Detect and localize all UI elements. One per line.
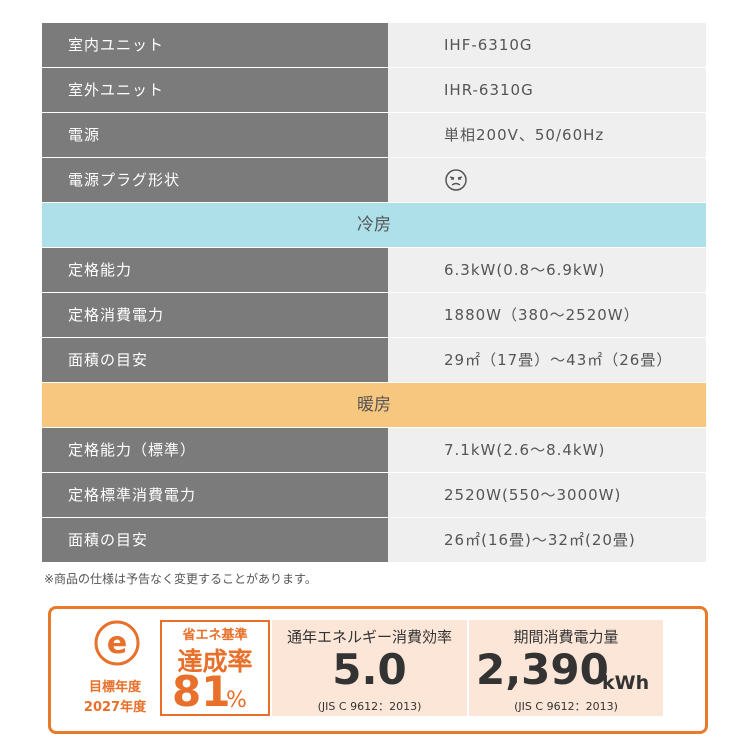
row-value: IHF-6310G <box>388 23 706 67</box>
row-value: 2520W(550～3000W) <box>388 473 706 517</box>
efficiency-note: (JIS C 9612：2013) <box>317 700 422 713</box>
efficiency: 5.0 <box>332 645 407 694</box>
consumption-title: 期間消費電力量 <box>513 628 619 646</box>
table-row: 暖房 <box>42 383 706 427</box>
table-row: 電源プラグ形状 <box>42 158 706 202</box>
row-value: 1880W（380～2520W） <box>388 293 706 337</box>
row-label: 定格消費電力 <box>42 293 388 337</box>
energy-badge <box>48 606 708 734</box>
row-value: 29㎡（17畳）～43㎡（26畳） <box>388 338 706 382</box>
row-label: 電源プラグ形状 <box>42 158 388 202</box>
table-row: 面積の目安 26㎡(16畳)～32㎡(20畳) <box>42 518 706 562</box>
row-label: 室内ユニット <box>42 23 388 67</box>
table-row: 室内ユニット IHF-6310G <box>42 23 706 67</box>
consumption-panel <box>469 620 663 716</box>
table-row: 電源 単相200V、50/60Hz <box>42 113 706 157</box>
logo-ring <box>94 620 140 666</box>
consumption-unit: kWh <box>602 672 650 694</box>
table-row: 室外ユニット IHR-6310G <box>42 68 706 112</box>
row-label: 電源 <box>42 113 388 157</box>
table-row: 定格能力 6.3kW(0.8～6.9kW) <box>42 248 706 292</box>
row-label: 面積の目安 <box>42 338 388 382</box>
row-value: IHR-6310G <box>388 68 706 112</box>
table-row: 定格標準消費電力 2520W(550～3000W) <box>42 473 706 517</box>
row-value <box>388 158 706 202</box>
table-row: 面積の目安 29㎡（17畳）～43㎡（26畳） <box>42 338 706 382</box>
logo-icon: e <box>94 620 140 666</box>
rate-label: 達成率 <box>177 647 253 676</box>
rate-unit: % <box>226 688 247 713</box>
table-row: 定格消費電力 1880W（380～2520W） <box>42 293 706 337</box>
consumption-note: (JIS C 9612：2013) <box>514 700 618 713</box>
note: ※商品の仕様は予告なく変更することがあります。 <box>44 572 317 586</box>
table-row: 冷房 <box>42 203 706 247</box>
row-label: 室外ユニット <box>42 68 388 112</box>
section-header: 冷房 <box>42 203 706 247</box>
rate: 81 <box>172 667 231 716</box>
consumption: 2,390 <box>476 645 609 694</box>
efficiency-title: 通年エネルギー消費効率 <box>286 628 452 646</box>
standard-label: 省エネ基準 <box>182 628 248 643</box>
row-label: 定格能力 <box>42 248 388 292</box>
target-label: 目標年度 <box>88 680 141 695</box>
logo-text: e <box>107 626 127 661</box>
row-value: 単相200V、50/60Hz <box>388 113 706 157</box>
row-label: 定格標準消費電力 <box>42 473 388 517</box>
row-label: 面積の目安 <box>42 518 388 562</box>
row-value: 26㎡(16畳)～32㎡(20畳) <box>388 518 706 562</box>
row-value: 7.1kW(2.6～8.4kW) <box>388 428 706 472</box>
row-value: 6.3kW(0.8～6.9kW) <box>388 248 706 292</box>
table-row: 定格能力（標準） 7.1kW(2.6～8.4kW) <box>42 428 706 472</box>
row-label: 定格能力（標準） <box>42 428 388 472</box>
rate-box <box>160 620 270 716</box>
plug-icon <box>445 169 467 191</box>
section-header: 暖房 <box>42 383 706 427</box>
efficiency-panel <box>272 620 467 716</box>
target-year: 2027年度 <box>83 700 147 715</box>
